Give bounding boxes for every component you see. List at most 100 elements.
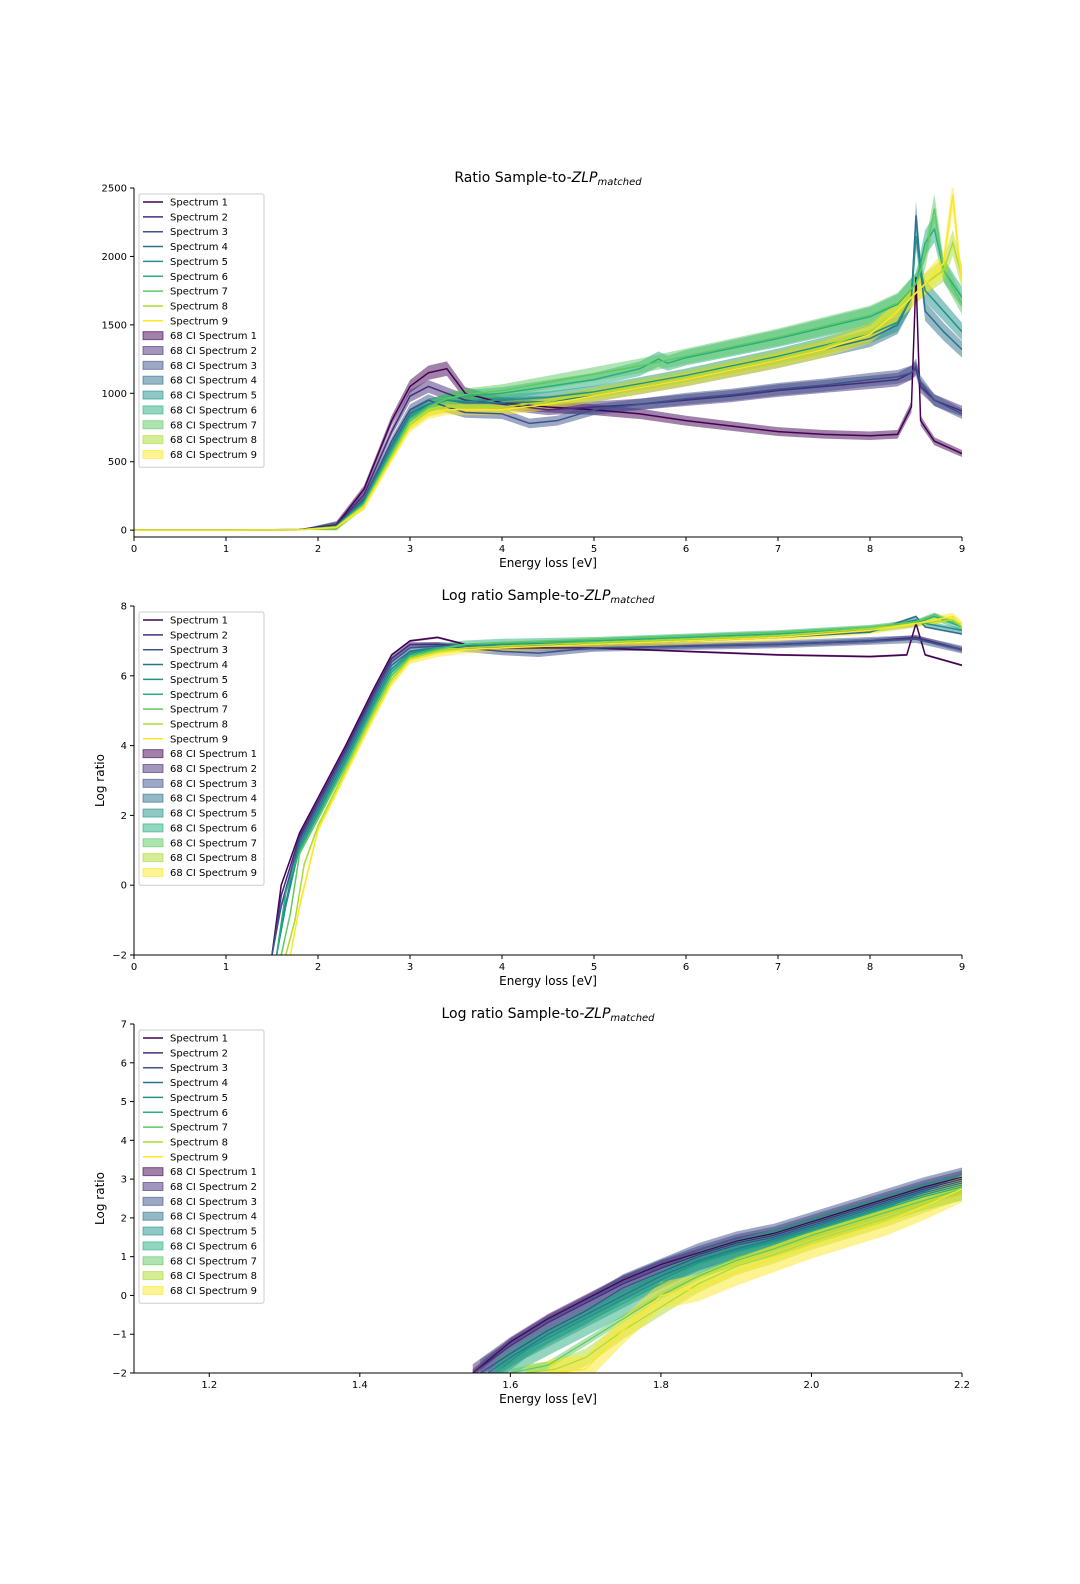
series-line-spectrum-5: [494, 1184, 962, 1373]
legend-band-swatch: [142, 823, 164, 833]
legend-label: Spectrum 3: [170, 227, 228, 238]
x-axis-label: Energy loss [eV]: [499, 1392, 597, 1406]
y-axis-label: Log ratio: [93, 754, 107, 807]
series-line-spectrum-2: [472, 1178, 962, 1373]
chart-panel-log-ratio-zoom: 1.2 1.4 1.6 1.8 2.0 2.2 −2 −1 0 1 2 3 4 5 6 7 Energy los…: [93, 1006, 970, 1406]
series-line-spectrum-6: [494, 1186, 962, 1373]
legend-label: Spectrum 6: [170, 272, 228, 283]
y-tick-label: −2: [112, 1369, 127, 1380]
y-tick-label: 4: [121, 741, 127, 752]
y-tick-label: 6: [121, 671, 127, 682]
y-tick-label: 2000: [102, 252, 127, 263]
legend-band-swatch: [142, 853, 164, 863]
legend-label: Spectrum 3: [170, 645, 228, 656]
x-tick-label: 1.6: [502, 1380, 518, 1391]
y-tick-label: 2500: [102, 184, 127, 195]
y-tick-label: 7: [121, 1020, 127, 1031]
legend-label: 68 CI Spectrum 5: [170, 809, 257, 820]
x-tick-label: 6: [683, 962, 689, 973]
x-axis-label: Energy loss [eV]: [499, 974, 597, 988]
x-tick-label: 1.4: [352, 1380, 368, 1391]
legend-band-swatch: [142, 808, 164, 818]
x-axis-label: Energy loss [eV]: [499, 556, 597, 570]
legend-label: 68 CI Spectrum 4: [170, 376, 257, 387]
legend-band-swatch: [142, 435, 164, 445]
chart-title: Ratio Sample-to-ZLPmatched: [454, 170, 642, 188]
legend-label: 68 CI Spectrum 2: [170, 346, 257, 357]
legend-band-swatch: [142, 1226, 164, 1236]
legend-label: 68 CI Spectrum 4: [170, 1212, 257, 1223]
x-tick-label: 4: [499, 962, 505, 973]
legend-label: 68 CI Spectrum 7: [170, 838, 257, 849]
legend-box: [138, 1029, 265, 1304]
legend-label: 68 CI Spectrum 2: [170, 1182, 257, 1193]
legend-label: 68 CI Spectrum 9: [170, 1286, 257, 1297]
legend-label: Spectrum 4: [170, 242, 228, 253]
plot-area: [134, 188, 962, 531]
y-tick-label: −1: [112, 1330, 127, 1341]
legend-label: Spectrum 2: [170, 630, 228, 641]
legend-label: Spectrum 4: [170, 660, 228, 671]
legend-band-swatch: [142, 1271, 164, 1281]
legend-label: 68 CI Spectrum 6: [170, 1241, 257, 1252]
legend-band-swatch: [142, 1196, 164, 1206]
x-tick-label: 6: [683, 544, 689, 555]
legend-label: Spectrum 8: [170, 1137, 228, 1148]
legend-band-swatch: [142, 749, 164, 759]
legend-label: 68 CI Spectrum 3: [170, 779, 257, 790]
y-tick-label: 0: [121, 881, 127, 892]
series-line-spectrum-4: [487, 1182, 962, 1373]
legend-label: 68 CI Spectrum 3: [170, 1197, 257, 1208]
x-tick-label: 3: [407, 544, 413, 555]
legend-label: 68 CI Spectrum 6: [170, 405, 257, 416]
y-tick-label: 1500: [102, 320, 127, 331]
legend-band-swatch: [142, 375, 164, 385]
ci-band-spectrum-1: [272, 622, 962, 955]
series-line-spectrum-9: [289, 615, 962, 955]
legend-label: 68 CI Spectrum 5: [170, 1227, 257, 1238]
ci-band-spectrum-3: [134, 358, 962, 531]
ci-band-spectrum-9: [134, 188, 962, 531]
x-tick-label: 0: [131, 544, 137, 555]
series-line-spectrum-3: [479, 1180, 962, 1373]
y-tick-label: 1: [121, 1252, 127, 1263]
x-tick-label: 1.8: [653, 1380, 669, 1391]
x-tick-label: 7: [775, 962, 781, 973]
legend-label: 68 CI Spectrum 7: [170, 1256, 257, 1267]
y-tick-label: 2: [121, 1213, 127, 1224]
x-tick-label: 9: [959, 962, 965, 973]
legend-band-swatch: [142, 346, 164, 355]
y-tick-label: 3: [121, 1175, 127, 1186]
legend-label: Spectrum 9: [170, 1152, 228, 1163]
legend-band-swatch: [142, 1241, 164, 1251]
legend-label: 68 CI Spectrum 1: [170, 331, 257, 342]
ci-band-spectrum-5: [276, 617, 962, 955]
plot-area: [472, 1167, 962, 1373]
chart-title: Log ratio Sample-to-ZLPmatched: [441, 588, 655, 606]
y-tick-label: 8: [121, 602, 127, 613]
ci-band-spectrum-4: [276, 615, 962, 955]
x-tick-label: 5: [591, 544, 597, 555]
chart-panel-log-ratio: 0 1 2 3 4 5 6 7 8 9 −2 0 2 4 6 8 Energy loss [eV] Log rat…: [93, 588, 965, 988]
legend-label: Spectrum 3: [170, 1063, 228, 1074]
legend-label: 68 CI Spectrum 8: [170, 853, 257, 864]
series-line-spectrum-8: [285, 619, 962, 955]
x-tick-label: 2.0: [804, 1380, 820, 1391]
x-tick-label: 9: [959, 544, 965, 555]
x-tick-label: 1: [223, 962, 229, 973]
legend-label: 68 CI Spectrum 8: [170, 1271, 257, 1282]
legend-band-swatch: [142, 1182, 164, 1191]
series-line-spectrum-1: [271, 620, 962, 955]
legend-label: Spectrum 4: [170, 1078, 228, 1089]
x-tick-label: 2: [315, 962, 321, 973]
y-tick-label: 5: [121, 1097, 127, 1108]
x-tick-label: 3: [407, 962, 413, 973]
series-line-spectrum-3: [134, 364, 962, 531]
series-line-spectrum-4: [275, 615, 962, 955]
y-tick-label: 1000: [102, 389, 127, 400]
legend: Spectrum 1 Spectrum 2 Spectrum 3 Spectrum 4…: [138, 193, 265, 468]
plot-area: [271, 612, 962, 955]
legend-band-swatch: [142, 331, 164, 341]
legend-label: 68 CI Spectrum 9: [170, 450, 257, 461]
